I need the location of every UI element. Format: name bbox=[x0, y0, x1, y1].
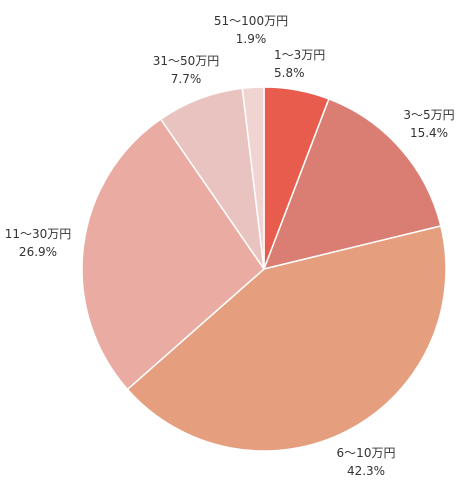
slice-name: 3〜5万円 bbox=[403, 108, 455, 122]
slice-percent: 7.7% bbox=[170, 72, 202, 86]
slice-name: 11〜30万円 bbox=[4, 227, 72, 241]
slice-label-3-5: 3〜5万円 15.4% bbox=[403, 106, 454, 142]
slice-label-1-3: 1〜3万円 5.8% bbox=[274, 46, 325, 82]
slice-label-31-50: 31〜50万円 7.7% bbox=[153, 52, 220, 88]
slice-percent: 42.3% bbox=[346, 464, 386, 478]
slice-label-51-100: 51〜100万円 1.9% bbox=[214, 12, 288, 48]
pie-slice-1 bbox=[262, 97, 442, 271]
slice-percent: 26.9% bbox=[18, 245, 58, 259]
pie-slice-3 bbox=[81, 118, 265, 391]
slice-name: 31〜50万円 bbox=[152, 54, 220, 68]
slice-percent: 15.4% bbox=[409, 126, 449, 140]
slice-name: 6〜10万円 bbox=[336, 446, 396, 460]
slice-label-6-10: 6〜10万円 42.3% bbox=[337, 444, 396, 480]
slice-percent: 1.9% bbox=[235, 32, 267, 46]
pie-slice-5 bbox=[241, 86, 265, 270]
slice-name: 1〜3万円 bbox=[274, 48, 326, 62]
slice-percent: 5.8% bbox=[274, 66, 305, 80]
slice-name: 51〜100万円 bbox=[213, 14, 289, 28]
pie-slice-2 bbox=[126, 225, 447, 452]
slice-label-11-30: 11〜30万円 26.9% bbox=[5, 225, 72, 261]
